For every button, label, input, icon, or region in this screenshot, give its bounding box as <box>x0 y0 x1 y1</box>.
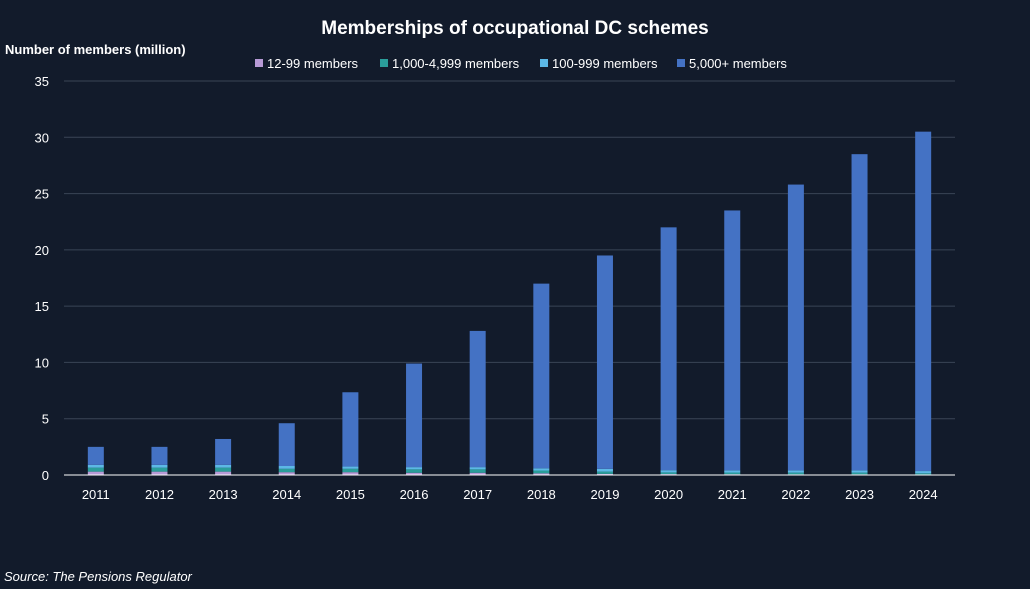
legend-label: 100-999 members <box>552 56 658 71</box>
bar-segment <box>596 473 613 475</box>
bar-segment <box>596 471 613 474</box>
bar-segment <box>915 471 932 474</box>
y-tick-labels: 0 5 10 15 20 25 30 35 <box>35 74 49 483</box>
bar-segment <box>342 392 359 467</box>
bar-segment <box>278 468 295 473</box>
x-tick-label: 2011 <box>82 487 110 502</box>
x-tick-label: 2019 <box>591 487 620 502</box>
bar-segment <box>596 255 613 469</box>
legend-label: 1,000-4,999 members <box>392 56 520 71</box>
bar-segment <box>660 227 677 471</box>
x-tick-label: 2016 <box>400 487 429 502</box>
legend-swatch <box>540 59 548 67</box>
bar-segment <box>724 470 741 473</box>
bar-segment <box>406 467 423 470</box>
bar-segment <box>851 472 868 475</box>
bar-segment <box>151 446 168 465</box>
x-tick-label: 2023 <box>845 487 874 502</box>
bar-segment <box>278 465 295 469</box>
bar-segment <box>215 467 232 472</box>
bar-segment <box>596 468 613 472</box>
bar-segment <box>469 469 486 473</box>
bar-segment <box>278 423 295 466</box>
y-tick-label: 20 <box>35 243 49 258</box>
bar-segment <box>406 363 423 468</box>
bar-segment <box>915 131 932 472</box>
y-tick-label: 25 <box>35 187 49 202</box>
y-tick-label: 0 <box>42 468 49 483</box>
bar-segment <box>915 473 932 475</box>
x-tick-label: 2013 <box>209 487 238 502</box>
x-tick-label: 2022 <box>781 487 810 502</box>
y-tick-label: 5 <box>42 412 49 427</box>
bar-segment <box>660 472 677 475</box>
y-tick-label: 30 <box>35 130 49 145</box>
chart-title: Memberships of occupational DC schemes <box>321 18 709 39</box>
bar-segment <box>151 471 168 475</box>
bar-segment <box>851 470 868 473</box>
legend-label: 5,000+ members <box>689 56 787 71</box>
bars <box>87 131 932 475</box>
bar-segment <box>533 468 550 471</box>
bar-segment <box>151 464 168 468</box>
bar-segment <box>469 330 486 468</box>
x-tick-label: 2015 <box>336 487 365 502</box>
bar-segment <box>533 283 550 469</box>
bar-segment <box>87 467 104 472</box>
bar-segment <box>215 471 232 475</box>
x-tick-label: 2012 <box>145 487 174 502</box>
y-tick-label: 35 <box>35 74 49 89</box>
gridlines <box>64 80 955 420</box>
legend-label: 12-99 members <box>267 56 359 71</box>
x-tick-label: 2018 <box>527 487 556 502</box>
x-tick-label: 2024 <box>909 487 938 502</box>
bar-segment <box>87 464 104 468</box>
bar-segment <box>342 466 359 469</box>
y-tick-label: 15 <box>35 299 49 314</box>
x-tick-label: 2021 <box>718 487 747 502</box>
bar-segment <box>151 467 168 472</box>
bar-segment <box>469 467 486 470</box>
legend: 12-99 members 1,000-4,999 members 100-999 … <box>255 56 787 71</box>
bar-segment <box>215 438 232 465</box>
x-tick-labels: 2011 2012 2013 2014 2015 2016 2017 2018 2019 2020… <box>82 487 938 502</box>
bar-segment <box>215 464 232 468</box>
bar-segment <box>342 468 359 473</box>
x-tick-label: 2014 <box>272 487 301 502</box>
bar-segment <box>87 446 104 465</box>
y-tick-label: 10 <box>35 355 49 370</box>
bar-segment <box>278 472 295 475</box>
bar-segment <box>724 472 741 475</box>
bar-segment <box>533 470 550 474</box>
bar-segment <box>660 470 677 473</box>
x-tick-label: 2020 <box>654 487 683 502</box>
legend-swatch <box>677 59 685 67</box>
bar-segment <box>787 184 804 471</box>
bar-segment <box>851 154 868 471</box>
bar-segment <box>342 472 359 475</box>
bar-segment <box>533 473 550 475</box>
x-tick-label: 2017 <box>463 487 492 502</box>
bar-segment <box>469 472 486 475</box>
bar-segment <box>406 469 423 473</box>
bar-segment <box>724 210 741 471</box>
legend-swatch <box>255 59 263 67</box>
bar-segment <box>787 472 804 475</box>
y-axis-label: Number of members (million) <box>5 42 186 57</box>
bar-segment <box>87 471 104 475</box>
legend-swatch <box>380 59 388 67</box>
bar-segment <box>406 472 423 475</box>
source-note: Source: The Pensions Regulator <box>4 569 193 584</box>
bar-segment <box>787 470 804 473</box>
